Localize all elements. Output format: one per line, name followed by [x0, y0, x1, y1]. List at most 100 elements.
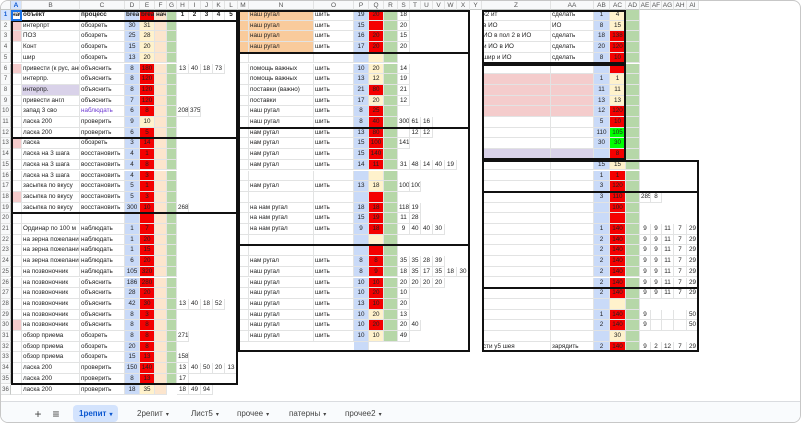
- cell[interactable]: 12: [410, 127, 421, 139]
- cell[interactable]: [238, 52, 249, 64]
- column-header[interactable]: AA: [551, 1, 594, 10]
- column-header[interactable]: Y: [470, 1, 482, 10]
- cell[interactable]: 14: [398, 63, 410, 75]
- cell-fill[interactable]: [167, 181, 177, 192]
- cell[interactable]: [626, 191, 640, 203]
- row-header[interactable]: 21: [1, 224, 11, 235]
- cell[interactable]: [551, 84, 594, 96]
- column-title[interactable]: 1: [177, 10, 189, 21]
- cell[interactable]: 140: [369, 149, 384, 160]
- cell[interactable]: 29: [687, 341, 699, 353]
- cell[interactable]: [384, 181, 398, 192]
- cell[interactable]: [11, 341, 22, 353]
- cell[interactable]: [384, 320, 398, 331]
- cell[interactable]: [238, 191, 249, 203]
- cell[interactable]: [551, 181, 594, 192]
- cell[interactable]: [384, 74, 398, 85]
- cell[interactable]: [384, 331, 398, 342]
- cell[interactable]: [155, 181, 167, 192]
- cell[interactable]: [626, 84, 640, 96]
- cell[interactable]: [11, 266, 22, 278]
- cell[interactable]: проверить: [80, 127, 125, 139]
- cell-fill[interactable]: [167, 52, 177, 64]
- cell[interactable]: [384, 256, 398, 267]
- cell[interactable]: обзор приема: [22, 352, 80, 364]
- cell[interactable]: [155, 224, 167, 235]
- cell[interactable]: 15: [610, 159, 626, 171]
- cell[interactable]: 3: [594, 181, 610, 192]
- cell[interactable]: 1: [125, 245, 140, 257]
- cell[interactable]: 8: [369, 256, 384, 267]
- cell[interactable]: шить: [314, 331, 354, 342]
- column-header[interactable]: N: [249, 1, 314, 10]
- cell[interactable]: 12: [421, 127, 433, 139]
- cell[interactable]: 28: [410, 213, 421, 224]
- cell[interactable]: 30: [610, 138, 626, 150]
- cell-fill[interactable]: [167, 341, 177, 353]
- cell[interactable]: 4: [125, 159, 140, 171]
- cell[interactable]: шить: [314, 74, 354, 85]
- cell[interactable]: [238, 95, 249, 107]
- cell[interactable]: обзор приема: [22, 331, 80, 342]
- sheet-tab[interactable]: патерны ▾: [283, 405, 332, 422]
- cell[interactable]: 7: [674, 266, 687, 278]
- cell[interactable]: наш ругал: [249, 288, 314, 299]
- cell[interactable]: сделать: [551, 31, 594, 43]
- cell[interactable]: интерпрт: [22, 20, 80, 32]
- column-header[interactable]: I: [189, 1, 201, 10]
- cell[interactable]: [384, 202, 398, 214]
- cell[interactable]: [80, 213, 125, 224]
- cell[interactable]: [384, 266, 398, 278]
- row-header[interactable]: 23: [1, 245, 11, 257]
- cell[interactable]: 19: [369, 213, 384, 224]
- cell[interactable]: [11, 224, 22, 235]
- cell[interactable]: 30: [140, 298, 155, 310]
- column-header[interactable]: S: [398, 1, 410, 10]
- cell[interactable]: 7: [674, 224, 687, 235]
- cell[interactable]: [369, 234, 384, 246]
- cell[interactable]: [155, 170, 167, 182]
- cell[interactable]: помощь важных: [249, 63, 314, 75]
- column-header[interactable]: A: [11, 1, 22, 10]
- cell[interactable]: [482, 320, 551, 331]
- cell[interactable]: 18: [398, 10, 410, 21]
- row-header[interactable]: 29: [1, 309, 11, 321]
- cell[interactable]: 9: [640, 256, 651, 267]
- cell[interactable]: [551, 159, 594, 171]
- row-header[interactable]: 32: [1, 341, 11, 353]
- cell[interactable]: [482, 298, 551, 310]
- cell[interactable]: 18: [398, 266, 410, 278]
- cell[interactable]: [384, 95, 398, 107]
- cell[interactable]: 1: [610, 170, 626, 182]
- cell[interactable]: 13: [140, 352, 155, 364]
- cell[interactable]: [626, 63, 640, 75]
- cell[interactable]: 39: [433, 256, 445, 267]
- cell[interactable]: [626, 256, 640, 267]
- cell[interactable]: 9: [651, 256, 662, 267]
- cell[interactable]: 35: [410, 266, 421, 278]
- cell-fill[interactable]: [167, 202, 177, 214]
- cell[interactable]: [314, 234, 354, 246]
- cell[interactable]: 208: [177, 106, 189, 117]
- cell[interactable]: 20: [369, 31, 384, 43]
- cell[interactable]: 13: [398, 309, 410, 321]
- cell[interactable]: [594, 331, 610, 342]
- cell[interactable]: 80: [369, 84, 384, 96]
- cell[interactable]: [238, 266, 249, 278]
- cell[interactable]: шить: [314, 213, 354, 224]
- cell[interactable]: обозреть: [80, 331, 125, 342]
- cell[interactable]: 16: [354, 31, 369, 43]
- cell[interactable]: 8: [140, 159, 155, 171]
- cell[interactable]: [11, 31, 22, 43]
- cell[interactable]: [314, 245, 354, 257]
- cell[interactable]: шить: [314, 31, 354, 43]
- cell[interactable]: [384, 170, 398, 182]
- cell[interactable]: 2: [594, 266, 610, 278]
- cell[interactable]: [482, 95, 551, 107]
- cell[interactable]: объяснить: [80, 320, 125, 331]
- cell[interactable]: восстановить: [80, 170, 125, 182]
- cell[interactable]: 285: [640, 191, 651, 203]
- cell[interactable]: 17: [421, 266, 433, 278]
- cell[interactable]: [11, 127, 22, 139]
- cell[interactable]: 8: [354, 256, 369, 267]
